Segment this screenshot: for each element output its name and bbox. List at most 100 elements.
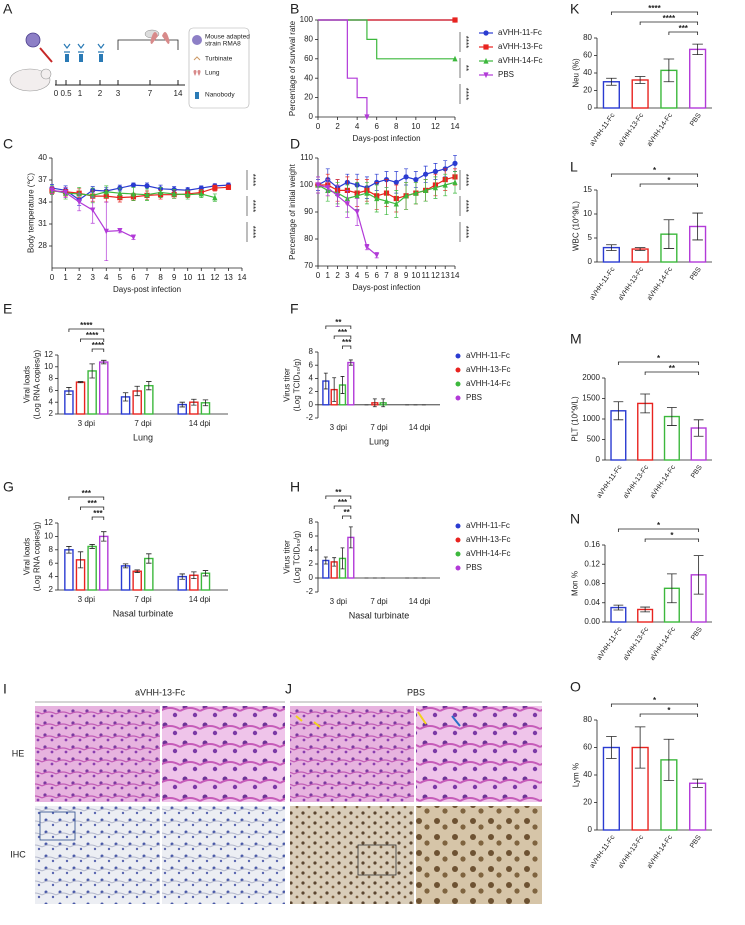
x-tick-label: 12 [431, 122, 440, 131]
y-tick-label: 1000 [582, 414, 600, 423]
y-tick-label: 8 [49, 545, 54, 554]
histology-images [35, 701, 542, 904]
error-bar [634, 76, 646, 84]
marker [49, 187, 55, 194]
x-tick-label: 3 dpi [330, 423, 348, 432]
sig-label: *** [93, 509, 103, 518]
y-tick-label: 40 [304, 73, 313, 82]
marker [325, 185, 331, 191]
y-tick-label: 0.12 [584, 559, 600, 568]
marker [198, 190, 204, 197]
error-bar [122, 392, 129, 402]
y-tick-label: 80 [583, 715, 592, 724]
schematic [9, 27, 250, 109]
x-tick-label: aVHH-13-Fc [617, 112, 645, 148]
x-tick-label: 6 [374, 122, 379, 131]
sig-bracket [68, 328, 105, 332]
x-tick-label: 11 [421, 271, 430, 280]
y-tick-label: 20 [583, 798, 592, 807]
sig-bracket [333, 505, 352, 509]
error-bar [179, 573, 185, 580]
y-tick-label: 28 [38, 241, 47, 250]
marker [103, 188, 109, 195]
x-tick-label: 13 [441, 271, 450, 280]
x-tick-label: aVHH-11-Fc [596, 464, 624, 500]
marker [344, 201, 350, 207]
sig-bracket [668, 31, 699, 35]
x-tick-label: 13 [224, 273, 233, 282]
error-bar [666, 573, 677, 604]
y-tick-label: -2 [306, 587, 314, 596]
column-label: PBS [407, 687, 425, 697]
legend-label: PBS [466, 393, 482, 402]
sig-label: *** [679, 24, 689, 33]
y-tick-label: 5 [588, 233, 593, 242]
legend-label: aVHH-13-Fc [466, 365, 510, 374]
marker [117, 190, 123, 196]
error-bar [323, 556, 328, 565]
sig-label: *** [338, 328, 348, 337]
x-tick-label: 2 [335, 122, 340, 131]
y-tick-label: -2 [306, 413, 314, 422]
y-tick-label: 80 [304, 234, 313, 243]
marker [185, 191, 191, 198]
y-tick-label: 15 [583, 185, 592, 194]
y-axis-label: PLT (10^9/L) [571, 396, 580, 442]
error-bar [663, 219, 675, 249]
y-tick-label: 31 [38, 219, 47, 228]
x-tick-label: aVHH-13-Fc [622, 464, 650, 500]
error-bar [693, 555, 704, 595]
panel-letter: J [285, 681, 292, 697]
sig-bracket [639, 183, 699, 187]
panel-letter: M [570, 331, 582, 347]
error-bar [692, 212, 703, 241]
y-tick-label: 0 [309, 400, 314, 409]
marker [364, 114, 370, 121]
sig-label: **** [92, 341, 105, 350]
sig-label: **** [663, 14, 676, 23]
y-axis-label: (Log TCID₅₀/g) [292, 530, 301, 583]
legend-label: aVHH-14-Fc [498, 56, 542, 65]
y-tick-label: 2 [309, 387, 314, 396]
y-tick-label: 8 [49, 374, 54, 383]
marker [130, 190, 137, 197]
legend-label: aVHH-14-Fc [466, 549, 510, 558]
marker [225, 184, 232, 190]
panel-letter: N [570, 511, 580, 527]
x-tick-label: 7 dpi [134, 419, 152, 428]
y-axis-label: (Log RNA copies/g) [32, 521, 41, 591]
x-tick-label: 10 [183, 273, 192, 282]
x-tick-label: 7 [384, 271, 389, 280]
marker [452, 17, 458, 23]
x-tick-label: 7 dpi [370, 423, 388, 432]
error-bar [191, 571, 197, 580]
series-line [318, 19, 368, 117]
panel-letter: O [570, 679, 581, 695]
y-axis-label: Neu (%) [571, 58, 580, 88]
y-axis-label: Lym % [571, 763, 580, 787]
error-bar [663, 58, 675, 83]
sig-label: **** [248, 200, 257, 212]
bar [689, 782, 707, 831]
legend-marker [455, 367, 461, 373]
x-tick-label: 11 [197, 273, 206, 282]
error-bar [348, 526, 353, 549]
sig-label: * [653, 166, 657, 175]
marker [364, 244, 370, 251]
y-tick-label: 6 [49, 558, 54, 567]
error-bar [146, 553, 152, 564]
sig-label: *** [82, 489, 92, 498]
y-axis-label: Mon % [571, 571, 580, 596]
error-bar [613, 401, 624, 421]
error-bar [381, 398, 386, 408]
error-bar [372, 398, 377, 408]
y-tick-label: 10 [44, 362, 53, 371]
x-tick-label: 3 dpi [78, 595, 96, 604]
error-bar [692, 778, 703, 788]
bar [689, 48, 707, 109]
x-tick-label: aVHH-14-Fc [649, 626, 677, 662]
x-tick-label: 0 [316, 122, 321, 131]
y-tick-label: 8 [309, 517, 314, 526]
marker [144, 191, 150, 198]
